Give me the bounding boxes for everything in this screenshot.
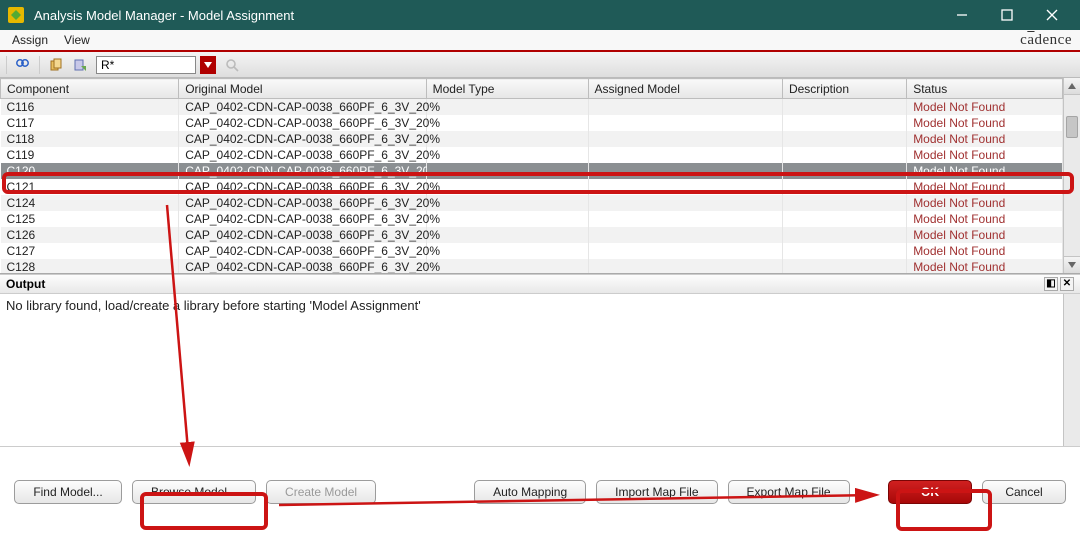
find-icon[interactable] — [13, 55, 33, 75]
scroll-down-icon[interactable] — [1064, 256, 1080, 273]
brand-logo: cadence — [1020, 32, 1072, 49]
table-row[interactable]: C119CAP_0402-CDN-CAP-0038_660PF_6_3V_20%… — [1, 147, 1063, 163]
maximize-button[interactable] — [984, 0, 1029, 30]
copy-icon[interactable] — [46, 55, 66, 75]
col-original-model[interactable]: Original Model — [179, 79, 426, 99]
minimize-button[interactable] — [939, 0, 984, 30]
menu-assign[interactable]: Assign — [4, 33, 56, 47]
table-row[interactable]: C125CAP_0402-CDN-CAP-0038_660PF_6_3V_20%… — [1, 211, 1063, 227]
col-model-type[interactable]: Model Type — [426, 79, 588, 99]
scroll-up-icon[interactable] — [1064, 78, 1080, 95]
browse-model-button[interactable]: Browse Model... — [132, 480, 256, 504]
table-row[interactable]: C116CAP_0402-CDN-CAP-0038_660PF_6_3V_20%… — [1, 99, 1063, 116]
window-title: Analysis Model Manager - Model Assignmen… — [34, 8, 939, 23]
table-header-row: Component Original Model Model Type Assi… — [1, 79, 1063, 99]
output-panel-header: Output ◧ ✕ — [0, 274, 1080, 294]
grid-container: Component Original Model Model Type Assi… — [0, 78, 1080, 274]
output-panel-body: No library found, load/create a library … — [0, 294, 1080, 447]
titlebar: Analysis Model Manager - Model Assignmen… — [0, 0, 1080, 30]
search-go-icon[interactable] — [222, 55, 242, 75]
output-message: No library found, load/create a library … — [6, 298, 1059, 442]
menubar: Assign View cadence — [0, 30, 1080, 52]
auto-mapping-button[interactable]: Auto Mapping — [474, 480, 586, 504]
close-button[interactable] — [1029, 0, 1074, 30]
table-row[interactable]: C124CAP_0402-CDN-CAP-0038_660PF_6_3V_20%… — [1, 195, 1063, 211]
col-assigned-model[interactable]: Assigned Model — [588, 79, 782, 99]
cancel-button[interactable]: Cancel — [982, 480, 1066, 504]
grid-scrollbar[interactable] — [1063, 78, 1080, 273]
table-row[interactable]: C127CAP_0402-CDN-CAP-0038_660PF_6_3V_20%… — [1, 243, 1063, 259]
create-model-button: Create Model — [266, 480, 376, 504]
find-model-button[interactable]: Find Model... — [14, 480, 122, 504]
toolbar: R* — [0, 52, 1080, 78]
ok-button[interactable]: OK — [888, 480, 972, 504]
toolbar-divider — [39, 56, 40, 74]
paste-icon[interactable] — [70, 55, 90, 75]
search-input[interactable]: R* — [96, 56, 196, 74]
col-component[interactable]: Component — [1, 79, 179, 99]
pin-icon[interactable]: ◧ — [1044, 277, 1058, 291]
import-map-file-button[interactable]: Import Map File — [596, 480, 717, 504]
col-status[interactable]: Status — [907, 79, 1063, 99]
app-icon — [8, 7, 24, 23]
output-header-label: Output — [6, 277, 45, 291]
search-dropdown[interactable] — [200, 56, 216, 74]
search-value: R* — [101, 58, 114, 72]
model-table[interactable]: Component Original Model Model Type Assi… — [0, 78, 1063, 273]
table-row[interactable]: C126CAP_0402-CDN-CAP-0038_660PF_6_3V_20%… — [1, 227, 1063, 243]
export-map-file-button[interactable]: Export Map File — [728, 480, 850, 504]
table-row[interactable]: C117CAP_0402-CDN-CAP-0038_660PF_6_3V_20%… — [1, 115, 1063, 131]
table-row[interactable]: C121CAP_0402-CDN-CAP-0038_660PF_6_3V_20%… — [1, 179, 1063, 195]
table-row[interactable]: C118CAP_0402-CDN-CAP-0038_660PF_6_3V_20%… — [1, 131, 1063, 147]
table-row[interactable]: C120CAP_0402-CDN-CAP-0038_660PF_6_3V_20%… — [1, 163, 1063, 179]
output-scrollbar[interactable] — [1063, 294, 1080, 446]
menu-view[interactable]: View — [56, 33, 98, 47]
scroll-thumb[interactable] — [1066, 116, 1078, 138]
close-panel-icon[interactable]: ✕ — [1060, 277, 1074, 291]
col-description[interactable]: Description — [782, 79, 906, 99]
table-row[interactable]: C128CAP_0402-CDN-CAP-0038_660PF_6_3V_20%… — [1, 259, 1063, 273]
footer: Find Model... Browse Model... Create Mod… — [0, 447, 1080, 515]
toolbar-divider — [6, 56, 7, 74]
